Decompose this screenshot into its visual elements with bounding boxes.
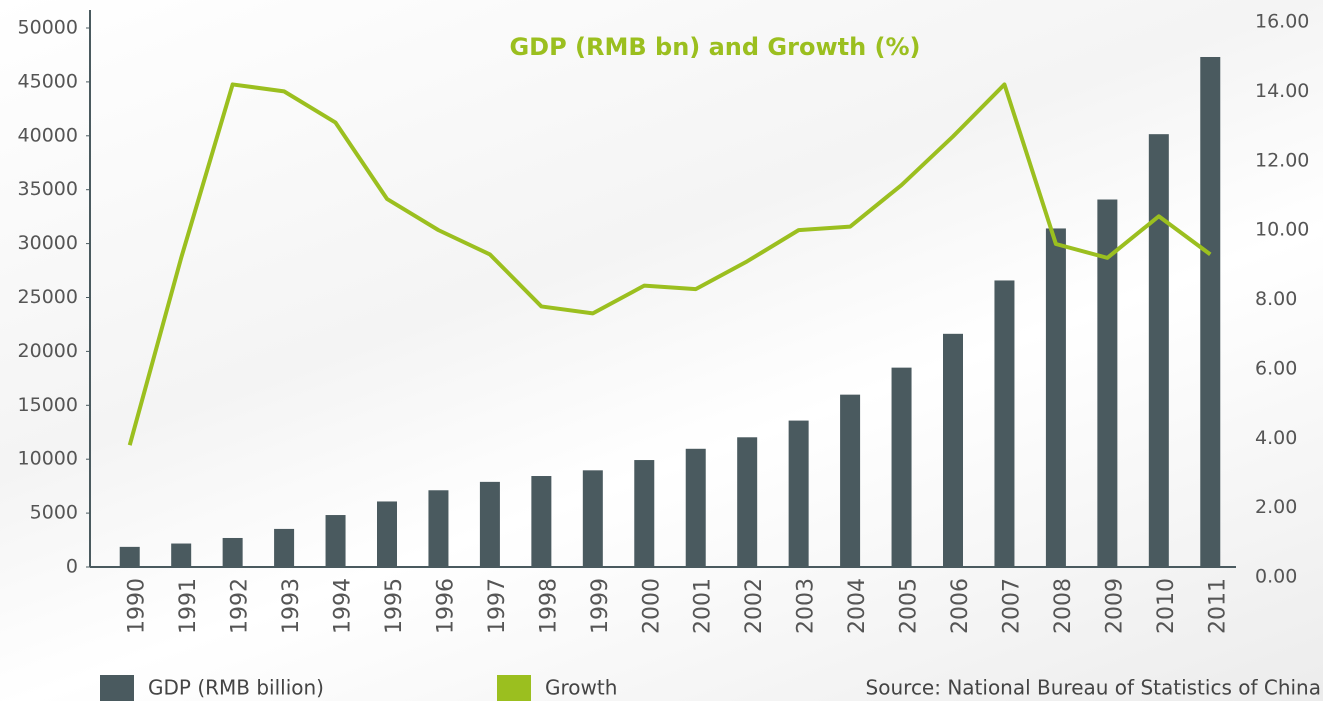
bar — [326, 515, 346, 567]
bar — [737, 437, 757, 567]
x-tick-label: 2001 — [691, 578, 716, 634]
bar — [943, 334, 963, 567]
y-tick-label: 5000 — [30, 502, 78, 524]
bar — [789, 421, 809, 567]
bar — [1200, 57, 1220, 567]
y-tick-label: 10000 — [18, 448, 78, 470]
x-tick-label: 2011 — [1205, 578, 1230, 634]
y2-tick-label: 0.00 — [1255, 566, 1297, 588]
x-tick-label: 2008 — [1051, 578, 1076, 634]
chart: GDP (RMB bn) and Growth (%) Source: Nati… — [0, 0, 1323, 701]
x-tick-label: 1998 — [536, 578, 561, 634]
x-tick-label: 2005 — [897, 578, 922, 634]
y2-tick-label: 2.00 — [1255, 496, 1297, 518]
bar — [171, 544, 191, 567]
y2-tick-label: 14.00 — [1255, 80, 1309, 102]
y2-tick-label: 16.00 — [1255, 11, 1309, 33]
y-tick-label: 20000 — [18, 340, 78, 362]
y2-tick-label: 6.00 — [1255, 357, 1297, 379]
x-tick-label: 1999 — [588, 578, 613, 634]
y2-tick-label: 8.00 — [1255, 288, 1297, 310]
y-tick-label: 35000 — [18, 178, 78, 200]
bar — [377, 501, 397, 567]
x-tick-label: 2004 — [845, 578, 870, 634]
bar — [120, 547, 140, 567]
x-tick-label: 1994 — [331, 578, 356, 634]
x-tick-label: 2000 — [639, 578, 664, 634]
page: {"chart_data": { "type": "bar", "title":… — [0, 0, 1323, 701]
x-tick-label: 1992 — [228, 578, 253, 634]
y2-tick-label: 4.00 — [1255, 427, 1297, 449]
x-tick-label: 2006 — [948, 578, 973, 634]
bar — [994, 280, 1014, 567]
bar — [480, 482, 500, 567]
x-tick-label: 1997 — [485, 578, 510, 634]
source-note: Source: National Bureau of Statistics of… — [866, 676, 1321, 700]
bar — [223, 538, 243, 567]
x-tick-label: 1996 — [433, 578, 458, 634]
y2-tick-label: 12.00 — [1255, 149, 1309, 171]
x-tick-label: 1991 — [176, 578, 201, 634]
legend-label: GDP (RMB billion) — [148, 676, 324, 700]
legend-swatch — [497, 675, 531, 701]
x-tick-label: 2002 — [742, 578, 767, 634]
bar — [686, 449, 706, 567]
bar — [1046, 228, 1066, 567]
y-tick-label: 40000 — [18, 124, 78, 146]
y-tick-label: 0 — [66, 556, 78, 578]
x-tick-label: 1995 — [382, 578, 407, 634]
y-tick-label: 45000 — [18, 70, 78, 92]
y-tick-label: 15000 — [18, 394, 78, 416]
bar — [531, 476, 551, 567]
x-tick-label: 1993 — [279, 578, 304, 634]
x-tick-label: 1990 — [125, 578, 150, 634]
x-tick-label: 2007 — [999, 578, 1024, 634]
bar — [274, 529, 294, 567]
bar — [634, 460, 654, 567]
bar — [892, 368, 912, 567]
x-tick-label: 2010 — [1154, 578, 1179, 634]
bar — [428, 490, 448, 567]
bar — [1149, 134, 1169, 567]
chart-title: GDP (RMB bn) and Growth (%) — [509, 33, 920, 61]
y-tick-label: 50000 — [18, 17, 78, 39]
x-tick-label: 2003 — [794, 578, 819, 634]
legend-swatch — [100, 675, 134, 701]
y2-tick-label: 10.00 — [1255, 219, 1309, 241]
x-tick-label: 2009 — [1102, 578, 1127, 634]
bar — [840, 395, 860, 567]
y-tick-label: 30000 — [18, 232, 78, 254]
legend-label: Growth — [545, 676, 617, 700]
y-tick-label: 25000 — [18, 286, 78, 308]
bar — [583, 470, 603, 567]
